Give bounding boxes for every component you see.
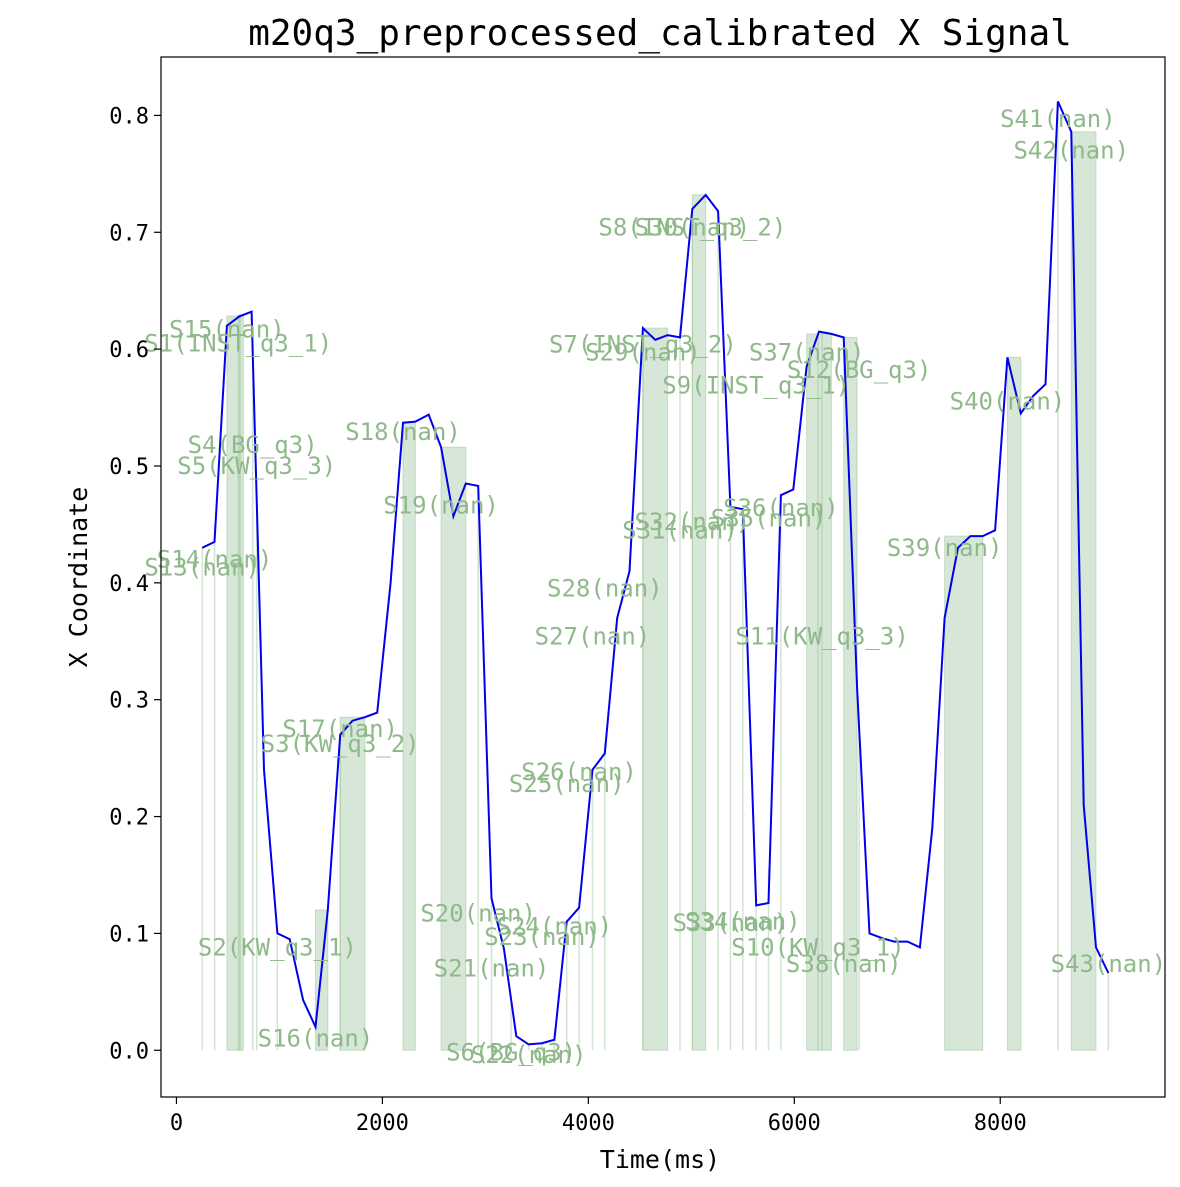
x-axis-ticks: 0 2000 4000 6000 8000 xyxy=(170,1097,1027,1136)
segment-label: S24(nan) xyxy=(497,912,613,940)
segment-label: S10(KW_q3_1) xyxy=(731,933,904,961)
x-tick-label: 2000 xyxy=(356,1111,409,1136)
segment-label: S37(nan) xyxy=(749,339,865,367)
segment-label: S26(nan) xyxy=(521,758,637,786)
y-tick-label: 0.4 xyxy=(109,572,149,597)
x-tick-label: 0 xyxy=(170,1111,183,1136)
segment-label: S23(nan) xyxy=(484,923,600,951)
plot-frame xyxy=(160,56,1166,1098)
segment-label: S36(nan) xyxy=(723,494,839,522)
segment-label: S29(nan) xyxy=(585,339,701,367)
segment-label: S13(nan) xyxy=(144,554,260,582)
segment-band xyxy=(944,535,984,1051)
segment-label: S42(nan) xyxy=(1013,136,1129,164)
segment-label: S6(BG_q3) xyxy=(446,1039,576,1067)
segment-label: S32(nan) xyxy=(635,508,751,536)
x-tick-label: 6000 xyxy=(768,1111,821,1136)
segment-label: S17(nan) xyxy=(282,715,398,743)
segment-label: S14(nan) xyxy=(157,545,273,573)
segment-labels-layer: S1(INST_q3_1) S2(KW_q3_1) S3(KW_q3_2) S4(BG… xyxy=(144,105,1166,1069)
segment-band xyxy=(226,315,241,1051)
y-tick-label: 0.0 xyxy=(109,1039,149,1064)
y-tick-label: 0.6 xyxy=(109,338,149,363)
y-axis-label: X Coordinate xyxy=(64,487,93,668)
x-axis-label: Time(ms) xyxy=(600,1145,720,1174)
segment-label: S43(nan) xyxy=(1051,950,1167,978)
y-tick-label: 0.1 xyxy=(109,922,149,947)
segment-band xyxy=(440,446,467,1051)
y-tick-label: 0.2 xyxy=(109,806,149,831)
x-tick-label: 8000 xyxy=(974,1111,1027,1136)
segment-label: S30(nan) xyxy=(635,214,751,242)
x-tick-label: 4000 xyxy=(562,1111,615,1136)
segment-band xyxy=(1006,356,1022,1051)
segment-label: S28(nan) xyxy=(547,575,663,603)
segment-label: S9(INST_q3_1) xyxy=(662,371,850,399)
y-tick-label: 0.8 xyxy=(109,104,149,129)
segment-label: S18(nan) xyxy=(345,418,461,446)
x-signal-line xyxy=(201,100,1110,1046)
y-tick-label: 0.5 xyxy=(109,455,149,480)
segment-band xyxy=(691,194,707,1051)
segment-label: S40(nan) xyxy=(950,388,1066,416)
chart-title: m20q3_preprocessed_calibrated X Signal xyxy=(248,13,1072,54)
segment-label: S35(nan) xyxy=(711,505,827,533)
segment-label: S20(nan) xyxy=(420,900,536,928)
segment-label: S22(nan) xyxy=(471,1041,587,1069)
segment-label: S21(nan) xyxy=(434,954,550,982)
segment-label: S41(nan) xyxy=(1000,105,1116,133)
y-axis-ticks: 0.0 0.1 0.2 0.3 0.4 0.5 0.6 0.7 0.8 xyxy=(109,104,161,1064)
segment-label: S25(nan) xyxy=(509,770,625,798)
y-tick-label: 0.3 xyxy=(109,689,149,714)
segment-label: S8(INST_q3_2) xyxy=(598,214,786,242)
segment-label: S2(KW_q3_1) xyxy=(198,933,357,961)
segment-label: S12(BG_q3) xyxy=(787,356,932,384)
segment-band xyxy=(642,327,669,1051)
segment-label: S34(nan) xyxy=(685,908,801,936)
segment-label: S15(nan) xyxy=(169,315,285,343)
segment-band xyxy=(339,716,366,1051)
segment-label: S11(KW_q3_3) xyxy=(735,623,908,651)
segment-label: S3(KW_q3_2) xyxy=(261,730,420,758)
segment-label: S38(nan) xyxy=(786,950,902,978)
segment-label: S5(KW_q3_3) xyxy=(177,452,336,480)
segments-layer xyxy=(201,101,1110,1051)
segment-label: S31(nan) xyxy=(622,516,738,544)
y-tick-label: 0.7 xyxy=(109,221,149,246)
segment-label: S16(nan) xyxy=(258,1025,374,1053)
segment-label: S7(INST_q3_2) xyxy=(549,330,737,358)
segment-label: S33(nan) xyxy=(673,909,789,937)
segment-label: S39(nan) xyxy=(887,534,1003,562)
segment-label: S19(nan) xyxy=(383,492,499,520)
segment-label: S27(nan) xyxy=(535,623,651,651)
segment-label: S1(INST_q3_1) xyxy=(144,329,332,357)
segment-band xyxy=(806,333,832,1051)
segment-label: S4(BG_q3) xyxy=(188,431,318,459)
